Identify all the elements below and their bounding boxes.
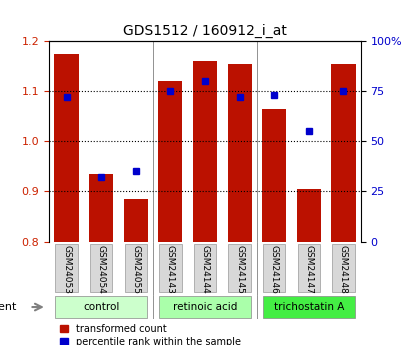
Text: GSM24054: GSM24054 <box>97 245 106 294</box>
Bar <box>331 244 354 292</box>
Text: GSM24143: GSM24143 <box>166 245 175 294</box>
Bar <box>159 296 250 318</box>
Text: GSM24147: GSM24147 <box>303 245 312 294</box>
Bar <box>262 296 354 318</box>
Bar <box>54 54 79 241</box>
Bar <box>159 244 181 292</box>
Text: agent: agent <box>0 302 17 312</box>
Text: trichostatin A: trichostatin A <box>273 302 343 312</box>
Bar <box>330 64 355 241</box>
Text: retinoic acid: retinoic acid <box>172 302 237 312</box>
Text: control: control <box>83 302 119 312</box>
Bar <box>55 244 78 292</box>
Bar <box>262 244 285 292</box>
Bar <box>261 109 285 242</box>
Text: GSM24145: GSM24145 <box>234 245 243 294</box>
Text: GSM24146: GSM24146 <box>269 245 278 294</box>
Bar <box>55 296 147 318</box>
Bar <box>158 81 182 242</box>
Bar <box>89 174 113 242</box>
Bar <box>297 244 319 292</box>
Bar <box>90 244 112 292</box>
Text: GSM24148: GSM24148 <box>338 245 347 294</box>
Title: GDS1512 / 160912_i_at: GDS1512 / 160912_i_at <box>123 23 286 38</box>
Bar <box>193 244 216 292</box>
Text: GSM24055: GSM24055 <box>131 245 140 294</box>
Text: GSM24144: GSM24144 <box>200 245 209 294</box>
Bar <box>228 244 250 292</box>
Bar <box>124 199 148 242</box>
Bar <box>192 61 217 242</box>
Text: GSM24053: GSM24053 <box>62 245 71 294</box>
Legend: transformed count, percentile rank within the sample: transformed count, percentile rank withi… <box>60 324 240 345</box>
Bar <box>227 64 251 241</box>
Bar <box>124 244 147 292</box>
Bar <box>296 189 320 241</box>
